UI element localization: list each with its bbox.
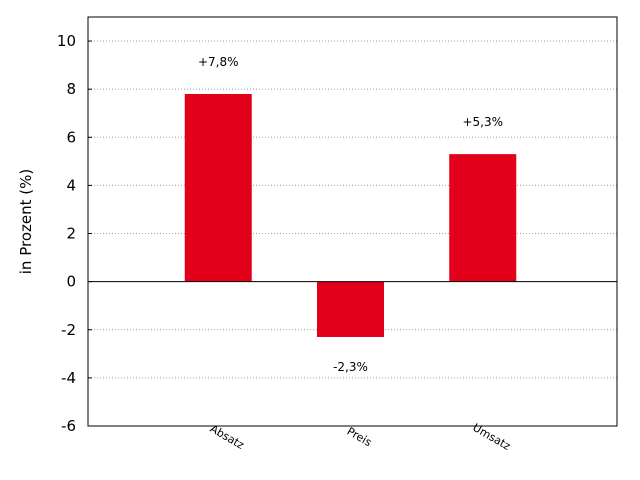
plot-frame — [87, 16, 618, 427]
y-tick-label: 6 — [66, 128, 76, 146]
bar — [449, 154, 517, 282]
y-axis-ticks: -6 -4 -2 0 2 4 6 8 10 — [57, 32, 92, 435]
y-tick-label: -6 — [61, 417, 76, 435]
y-tick-label: 10 — [57, 32, 76, 50]
data-label: -2,3% — [333, 360, 368, 374]
bar — [184, 93, 252, 282]
y-axis-title: in Prozent (%) — [17, 169, 35, 274]
y-tick-label: 2 — [66, 225, 76, 243]
bar — [317, 281, 384, 337]
data-labels: +7,8% -2,3% +5,3% — [198, 55, 503, 374]
y-tick-label: -4 — [61, 369, 76, 387]
bars — [184, 93, 517, 337]
category-label: Preis — [345, 425, 374, 450]
y-tick-label: -2 — [61, 321, 76, 339]
data-label: +7,8% — [198, 55, 239, 69]
y-tick-label: 0 — [66, 273, 76, 291]
data-label: +5,3% — [462, 115, 503, 129]
y-tick-label: 8 — [66, 80, 76, 98]
y-tick-label: 4 — [66, 176, 76, 194]
category-label: Absatz — [208, 422, 247, 452]
